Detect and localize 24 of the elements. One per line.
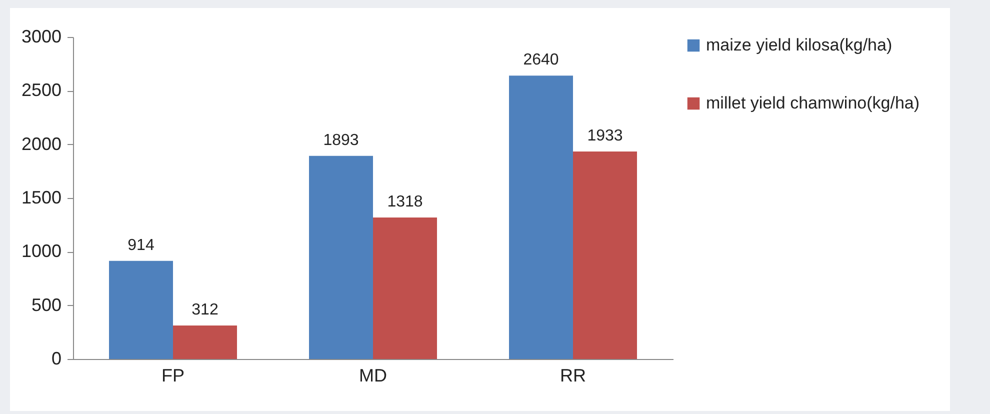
data-label: 312 [192,302,218,319]
x-tick-label: RR [560,366,586,386]
y-tick-label: 1500 [21,188,62,208]
y-tick-label: 500 [31,294,62,315]
bar [509,76,573,359]
data-label: 1933 [587,128,623,145]
y-tick-label: 2500 [21,80,62,100]
data-label: 1318 [387,194,423,211]
y-tick-label: 3000 [21,26,62,46]
legend-label: millet yield chamwino(kg/ha) [706,94,920,112]
data-label: 914 [128,236,154,254]
y-tick-label: 2000 [21,134,62,154]
legend-label: maize yield kilosa(kg/ha) [706,36,892,54]
data-label: 2640 [523,52,559,69]
y-tick-label: 0 [51,348,62,368]
x-tick-label: FP [161,366,185,386]
bar [373,218,437,359]
bar [573,152,637,359]
bar [173,326,237,359]
x-tick-label: MD [359,366,387,386]
data-label: 1893 [323,132,359,149]
bar [309,156,373,359]
y-tick-label: 1000 [21,241,62,262]
bar [109,260,173,359]
